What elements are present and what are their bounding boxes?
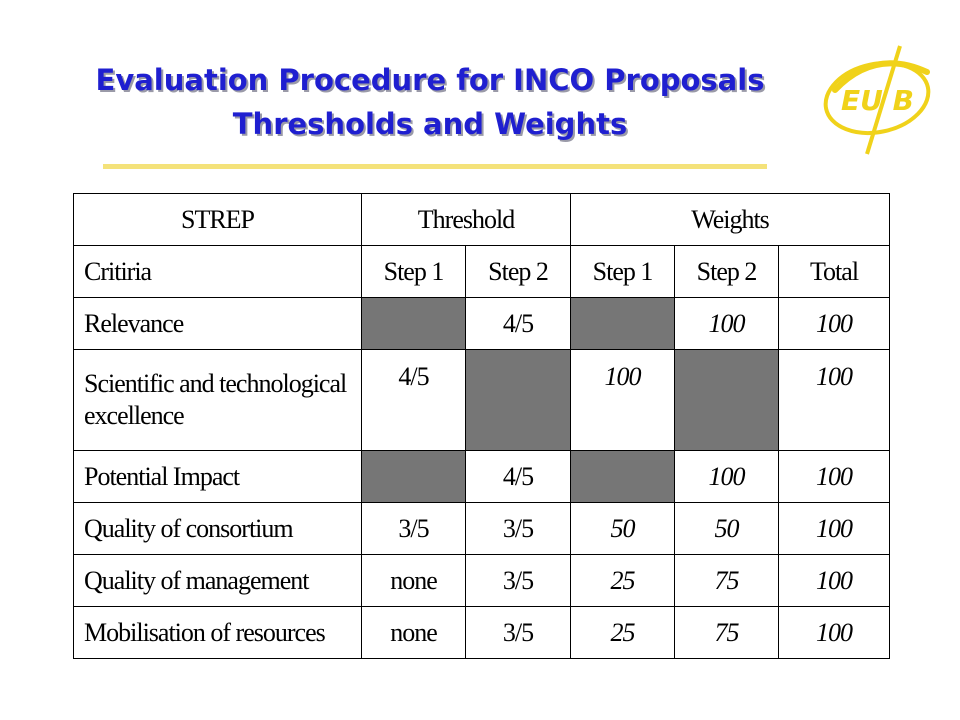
subheader-threshold-step2: Step 2 bbox=[464, 245, 572, 298]
total-cell: 100 bbox=[778, 450, 891, 503]
logo-text: EU B bbox=[841, 84, 914, 117]
threshold-cell: 3/5 bbox=[464, 606, 572, 659]
threshold-cell: 4/5 bbox=[361, 349, 466, 451]
table-row: Quality of consortium 3/5 3/5 50 50 100 bbox=[73, 502, 891, 555]
total-cell: 100 bbox=[778, 554, 891, 607]
weight-cell: 25 bbox=[570, 554, 676, 607]
threshold-cell: 3/5 bbox=[464, 502, 572, 555]
subheader-total: Total bbox=[778, 245, 891, 298]
threshold-cell: 4/5 bbox=[464, 297, 572, 350]
weight-cell: 75 bbox=[674, 554, 780, 607]
evaluation-table: STREP Threshold Weights Critiria Step 1 … bbox=[73, 193, 891, 659]
table-row: Mobilisation of resources none 3/5 25 75… bbox=[73, 606, 891, 659]
threshold-cell: 3/5 bbox=[464, 554, 572, 607]
shaded-cell bbox=[570, 297, 676, 350]
total-cell: 100 bbox=[778, 502, 891, 555]
subheader-weight-step2: Step 2 bbox=[674, 245, 780, 298]
title-underline bbox=[103, 164, 767, 169]
threshold-cell: none bbox=[361, 554, 466, 607]
shaded-cell bbox=[464, 349, 572, 451]
subheader-threshold-step1: Step 1 bbox=[361, 245, 466, 298]
table-row: Relevance 4/5 100 100 bbox=[73, 297, 891, 350]
header-row: STREP Threshold Weights bbox=[73, 193, 891, 246]
weight-cell: 75 bbox=[674, 606, 780, 659]
total-cell: 100 bbox=[778, 349, 891, 451]
criterion-cell: Quality of management bbox=[73, 554, 362, 607]
table-row: Quality of management none 3/5 25 75 100 bbox=[73, 554, 891, 607]
weight-cell: 100 bbox=[570, 349, 676, 451]
weight-cell: 50 bbox=[570, 502, 676, 555]
total-cell: 100 bbox=[778, 606, 891, 659]
criterion-cell: Quality of consortium bbox=[73, 502, 362, 555]
subheader-row: Critiria Step 1 Step 2 Step 1 Step 2 Tot… bbox=[73, 245, 891, 298]
table-row: Scientific and technological excellence … bbox=[73, 349, 891, 451]
shaded-cell bbox=[674, 349, 780, 451]
slide-title: Evaluation Procedure for INCO Proposals … bbox=[30, 58, 830, 146]
threshold-cell: none bbox=[361, 606, 466, 659]
threshold-cell: 3/5 bbox=[361, 502, 466, 555]
shaded-cell bbox=[570, 450, 676, 503]
total-cell: 100 bbox=[778, 297, 891, 350]
weight-cell: 100 bbox=[674, 297, 780, 350]
weight-cell: 50 bbox=[674, 502, 780, 555]
shaded-cell bbox=[361, 297, 466, 350]
weight-cell: 25 bbox=[570, 606, 676, 659]
table-row: Potential Impact 4/5 100 100 bbox=[73, 450, 891, 503]
eub-logo: EU B bbox=[823, 45, 931, 155]
weight-cell: 100 bbox=[674, 450, 780, 503]
title-line-1: Evaluation Procedure for INCO Proposals bbox=[95, 63, 765, 97]
header-threshold: Threshold bbox=[360, 193, 572, 246]
header-strep: STREP bbox=[73, 193, 362, 246]
criterion-cell: Potential Impact bbox=[73, 450, 362, 503]
criterion-cell: Relevance bbox=[73, 297, 362, 350]
criterion-cell: Mobilisation of resources bbox=[73, 606, 362, 659]
subheader-weight-step1: Step 1 bbox=[570, 245, 676, 298]
threshold-cell: 4/5 bbox=[464, 450, 572, 503]
shaded-cell bbox=[361, 450, 466, 503]
criterion-cell: Scientific and technological excellence bbox=[73, 349, 362, 451]
header-weights: Weights bbox=[570, 193, 891, 246]
subheader-criteria: Critiria bbox=[73, 245, 362, 298]
title-line-2: Thresholds and Weights bbox=[232, 107, 628, 141]
